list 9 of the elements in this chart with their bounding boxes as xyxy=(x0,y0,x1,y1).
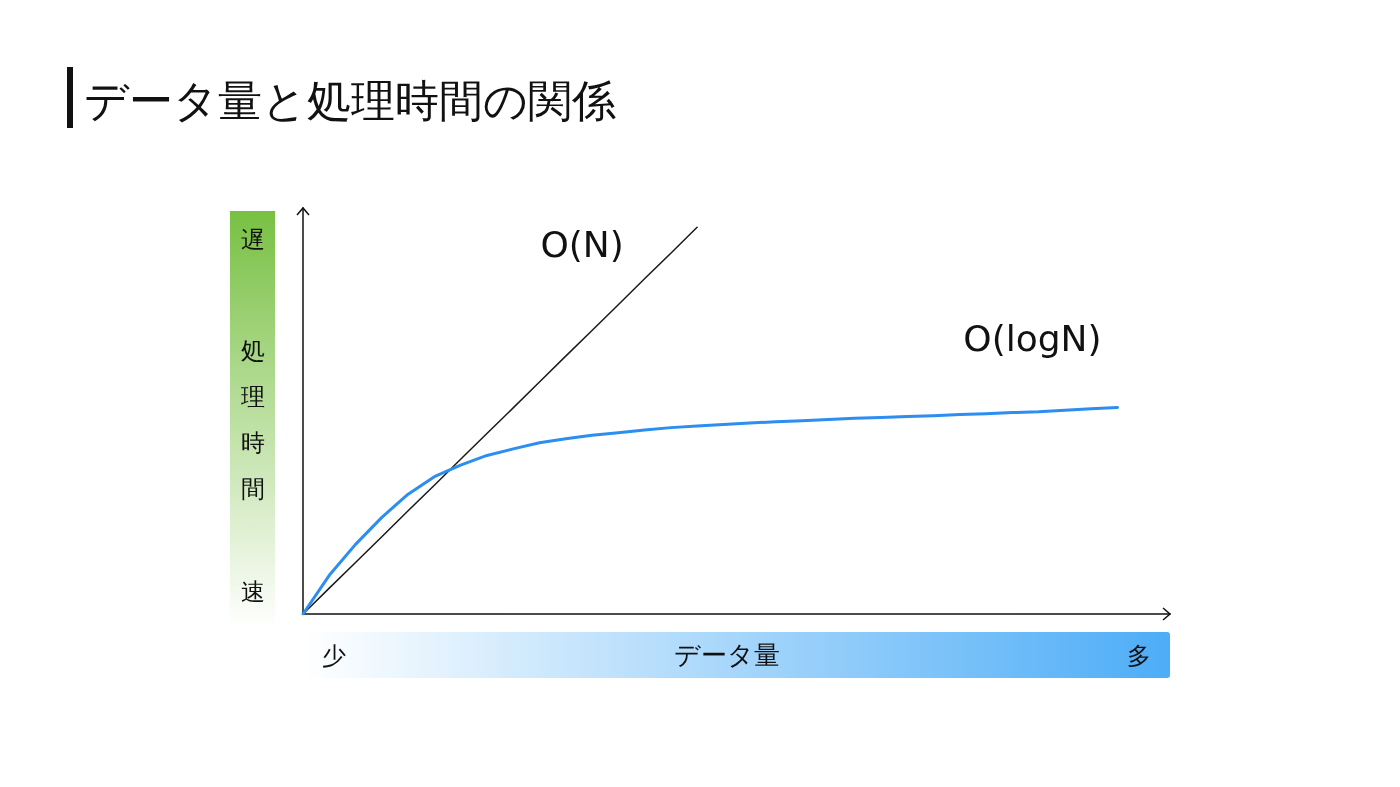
series-label: O(N) xyxy=(540,223,624,265)
series-label: O(logN) xyxy=(963,318,1102,360)
x-axis-title: データ量 xyxy=(673,639,781,672)
text: 速 xyxy=(239,577,266,608)
text: 少 xyxy=(322,641,346,672)
text: 多 xyxy=(1127,641,1151,672)
text: 遅 xyxy=(239,225,266,256)
y-axis-title: 処理時間 xyxy=(240,336,266,505)
chart-title: データ量と処理時間の関係 xyxy=(84,74,616,128)
